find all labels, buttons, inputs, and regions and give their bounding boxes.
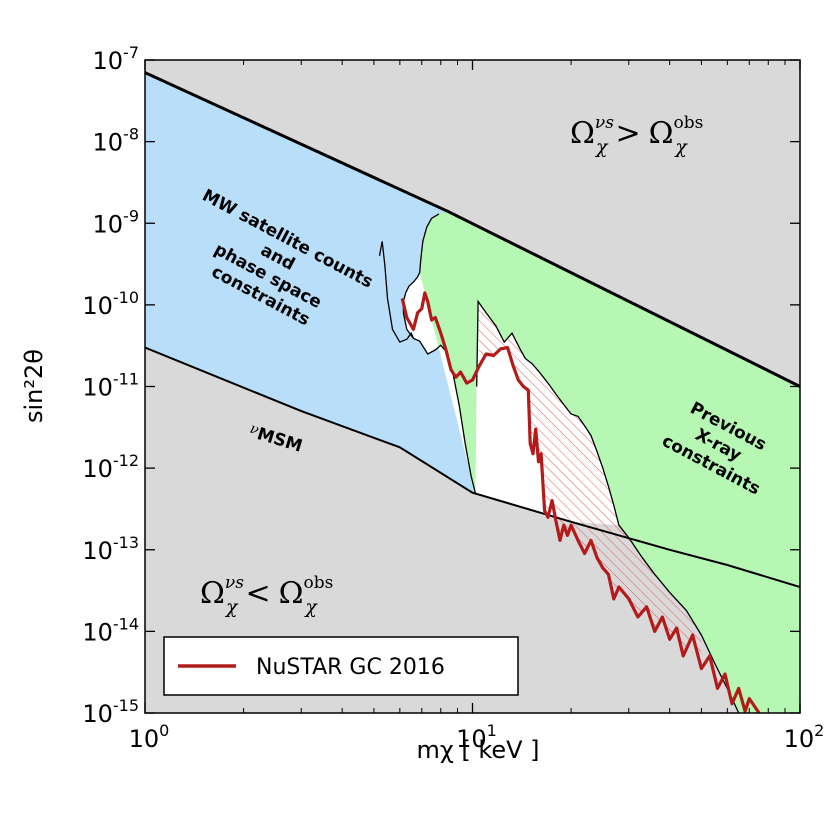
- lower-omega-rsub: χ: [303, 596, 318, 618]
- y-tick-label-exponent: -15: [113, 696, 139, 715]
- lower-omega-label: Ωνs χ < Ωobs χ: [200, 573, 333, 618]
- xray-boundary-line: [476, 299, 740, 713]
- legend-label-nustar: NuSTAR GC 2016: [256, 655, 445, 680]
- y-tick-label: 10-13: [82, 533, 139, 565]
- upper-omega-rbase: Ω: [649, 116, 674, 151]
- y-tick-label-base: 10: [82, 374, 113, 402]
- x-tick-label: 100: [129, 721, 170, 753]
- mw-boundary-line: [402, 213, 476, 493]
- nustar-hatched-region: [478, 301, 702, 669]
- x-tick-label-exponent: 2: [814, 721, 824, 740]
- y-tick-label-exponent: -11: [113, 370, 139, 389]
- y-tick-label: 10-7: [93, 43, 140, 75]
- y-tick-label-exponent: -8: [123, 125, 139, 144]
- x-tick-label-base: 10: [456, 725, 487, 753]
- y-tick-label-base: 10: [93, 210, 124, 238]
- y-tick-label: 10-11: [82, 370, 139, 402]
- upper-omega-sup: νs: [595, 113, 614, 133]
- y-tick-label: 10-10: [82, 288, 139, 320]
- y-tick-label-exponent: -14: [113, 614, 139, 633]
- x-tick-label: 102: [784, 721, 825, 753]
- x-tick-label-exponent: 1: [487, 721, 497, 740]
- ticks: [144, 59, 801, 714]
- upper-abundance-line: [145, 71, 800, 388]
- x-tick-label: 101: [456, 721, 497, 753]
- lower-omega-base: Ω: [200, 576, 225, 611]
- lower-omega-sup: νs: [225, 573, 244, 593]
- y-tick-label-base: 10: [93, 47, 124, 75]
- y-tick-label: 10-14: [82, 614, 139, 646]
- plot-area: [145, 60, 800, 713]
- y-tick-label-base: 10: [82, 700, 113, 728]
- phase-space-wedge-line: [378, 241, 414, 343]
- tick-labels: 100 101 10210-710-810-910-1010-1110-1210-1…: [82, 43, 824, 753]
- y-tick-label: 10-12: [82, 451, 139, 483]
- lower-omega-rsup: obs: [303, 573, 333, 593]
- y-tick-label-exponent: -13: [113, 533, 139, 552]
- x-tick-label-base: 10: [129, 725, 160, 753]
- y-tick-label-exponent: -10: [113, 288, 139, 307]
- y-tick-label-exponent: -9: [123, 206, 139, 225]
- upper-omega-rel: >: [615, 116, 640, 151]
- y-tick-label-base: 10: [82, 292, 113, 320]
- numsm-line: [145, 346, 800, 588]
- upper-omega-rsup: obs: [673, 113, 703, 133]
- upper-omega-rsub: χ: [673, 136, 688, 158]
- y-tick-label-base: 10: [82, 455, 113, 483]
- y-tick-label-base: 10: [93, 129, 124, 157]
- mw-satellite-region: [145, 72, 476, 493]
- y-tick-label: 10-9: [93, 206, 140, 238]
- lower-omega-sub: χ: [224, 596, 239, 618]
- y-tick-label-base: 10: [82, 618, 113, 646]
- x-tick-label-exponent: 0: [159, 721, 169, 740]
- y-axis-label: sin²2θ: [20, 349, 48, 423]
- legend: NuSTAR GC 2016: [163, 636, 519, 696]
- upper-omega-sub: χ: [594, 136, 609, 158]
- upper-omega-label: Ωνs χ > Ωobs χ: [570, 113, 703, 158]
- y-tick-label-base: 10: [82, 537, 113, 565]
- x-axis-label: mχ [ keV ]: [416, 736, 539, 764]
- upper-omega-base: Ω: [570, 116, 595, 151]
- y-tick-label: 10-15: [82, 696, 139, 728]
- lower-omega-rbase: Ω: [279, 576, 304, 611]
- y-tick-label: 10-8: [93, 125, 140, 157]
- xray-excluded-region: [403, 211, 800, 713]
- y-tick-label-exponent: -12: [113, 451, 139, 470]
- x-tick-label-base: 10: [784, 725, 815, 753]
- lower-omega-rel: <: [245, 576, 270, 611]
- y-tick-label-exponent: -7: [123, 43, 139, 62]
- nustar-curve: [400, 291, 761, 713]
